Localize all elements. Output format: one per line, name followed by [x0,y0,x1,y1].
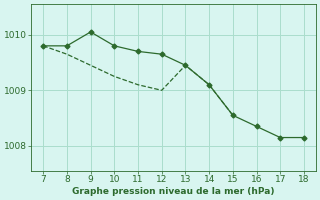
X-axis label: Graphe pression niveau de la mer (hPa): Graphe pression niveau de la mer (hPa) [72,187,275,196]
